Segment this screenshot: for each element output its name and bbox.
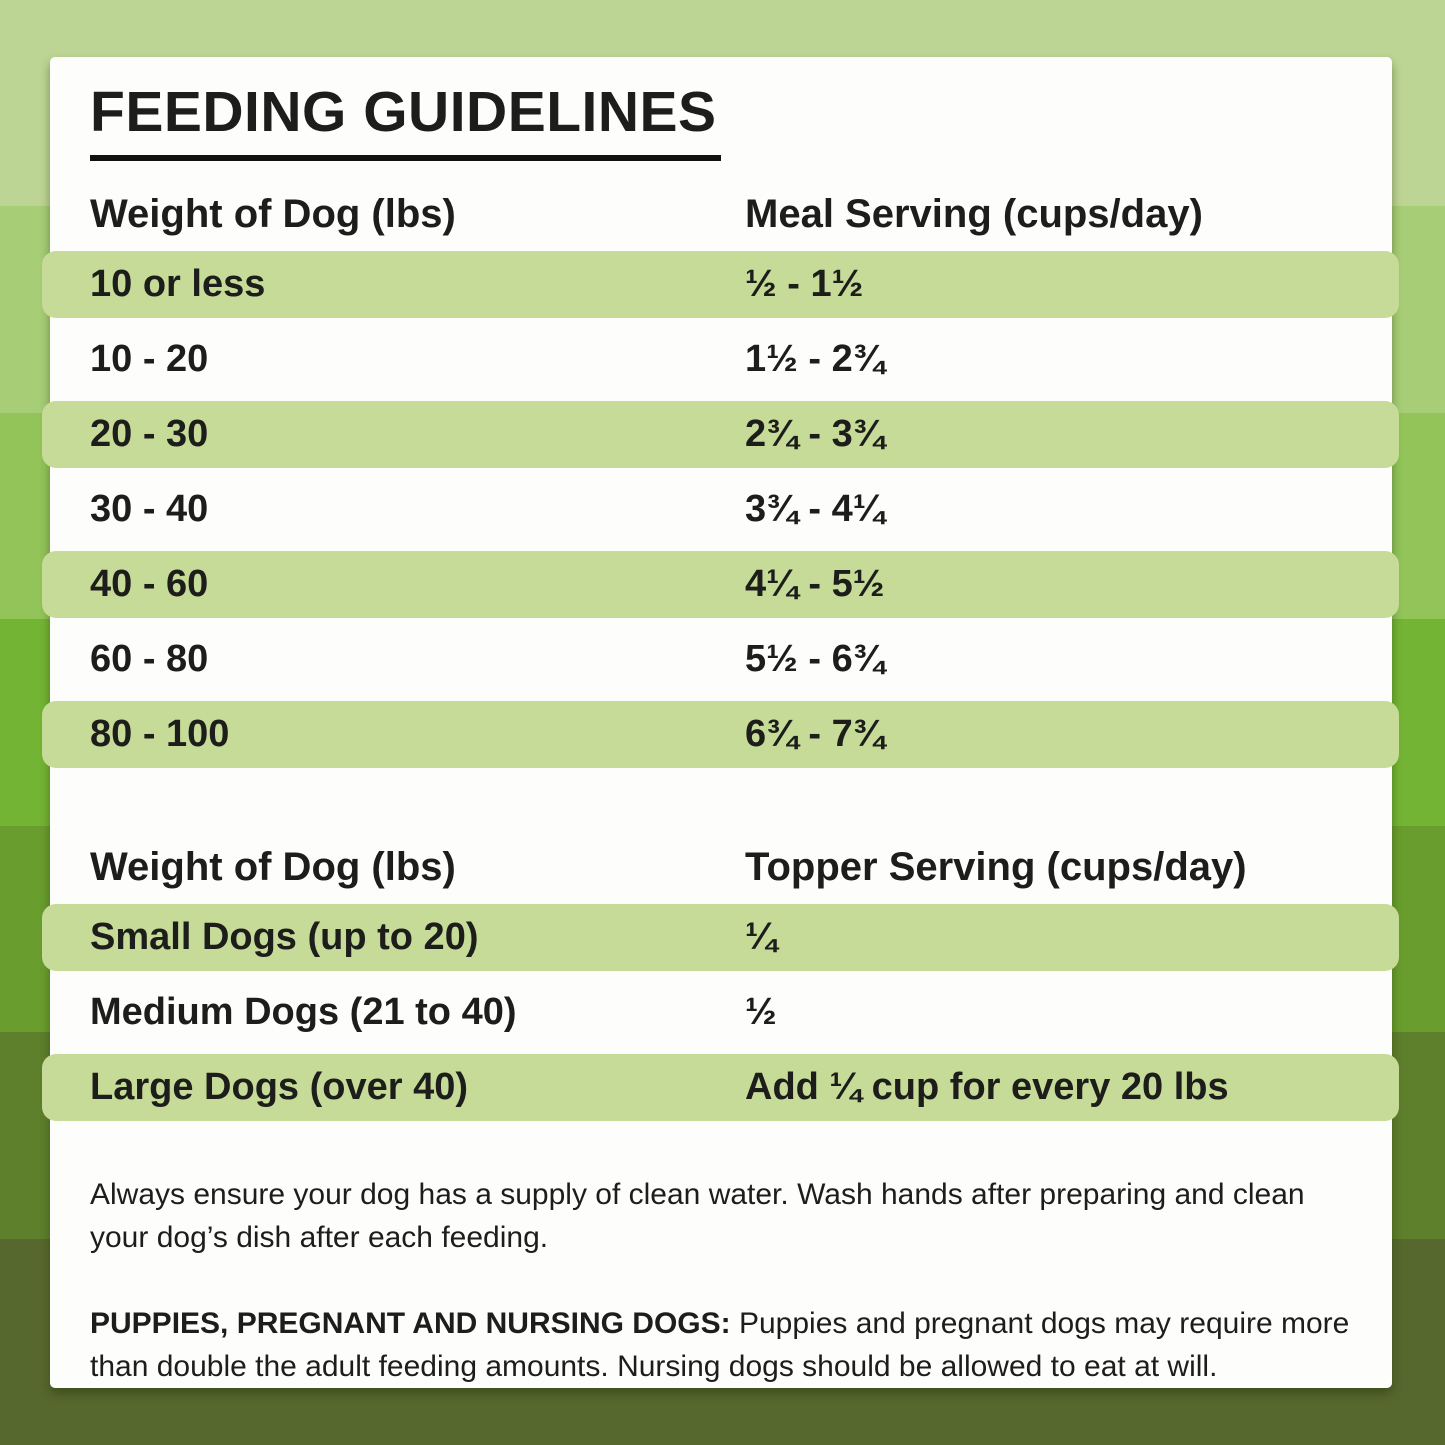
weight-value: 40 - 60 [90,562,209,605]
weight-value: 20 - 30 [90,412,209,455]
weight-value: 10 - 20 [90,337,209,380]
table-row: Medium Dogs (21 to 40) ½ [90,975,1352,1050]
page-title: FEEDING GUIDELINES [90,82,721,161]
table-row: 30 - 40 3¾ - 4¼ [90,472,1352,547]
table-row: Large Dogs (over 40) Add ¼ cup for every… [42,1050,1399,1125]
footer-notes: Always ensure your dog has a supply of c… [90,1173,1352,1389]
column-header-weight: Weight of Dog (lbs) [90,192,456,237]
serving-value: 3¾ - 4¼ [745,487,885,530]
water-note: Always ensure your dog has a supply of c… [90,1177,1305,1255]
table-row: 10 - 20 1½ - 2¾ [90,322,1352,397]
serving-value: Add ¼ cup for every 20 lbs [745,1065,1229,1108]
weight-value: Medium Dogs (21 to 40) [90,990,517,1033]
column-header-weight: Weight of Dog (lbs) [90,845,456,890]
weight-value: Small Dogs (up to 20) [90,915,479,958]
topper-serving-table: Weight of Dog (lbs) Topper Serving (cups… [42,836,1399,1125]
table-row: 60 - 80 5½ - 6¾ [90,622,1352,697]
puppies-note-text: Puppies and pregnant dogs may require mo… [90,1306,1350,1384]
table-row: 20 - 30 2¾ - 3¾ [42,397,1399,472]
weight-value: Large Dogs (over 40) [90,1065,468,1108]
table-row: 10 or less ½ - 1½ [42,247,1399,322]
weight-value: 80 - 100 [90,712,230,755]
feeding-guidelines-card: FEEDING GUIDELINES Weight of Dog (lbs) M… [42,57,1399,1389]
table-row: 40 - 60 4¼ - 5½ [42,547,1399,622]
serving-value: 6¾ - 7¾ [745,712,885,755]
puppies-note: PUPPIES, PREGNANT AND NURSING DOGS: Pupp… [90,1302,1352,1389]
serving-value: ½ - 1½ [745,262,864,305]
serving-value: 1½ - 2¾ [745,337,885,380]
serving-value: ¼ [745,915,777,958]
table-row: 80 - 100 6¾ - 7¾ [42,697,1399,772]
table-row: Small Dogs (up to 20) ¼ [42,900,1399,975]
weight-value: 60 - 80 [90,637,209,680]
serving-value: 5½ - 6¾ [745,637,885,680]
serving-value: ½ [745,990,777,1033]
serving-value: 2¾ - 3¾ [745,412,885,455]
column-header-meal-serving: Meal Serving (cups/day) [745,192,1203,237]
puppies-note-label: PUPPIES, PREGNANT AND NURSING DOGS: [90,1306,731,1340]
meal-table-header: Weight of Dog (lbs) Meal Serving (cups/d… [90,183,1352,247]
serving-value: 4¼ - 5½ [745,562,885,605]
meal-serving-table: Weight of Dog (lbs) Meal Serving (cups/d… [42,183,1399,772]
column-header-topper-serving: Topper Serving (cups/day) [745,845,1247,890]
weight-value: 10 or less [90,262,266,305]
weight-value: 30 - 40 [90,487,209,530]
topper-table-header: Weight of Dog (lbs) Topper Serving (cups… [90,836,1352,900]
